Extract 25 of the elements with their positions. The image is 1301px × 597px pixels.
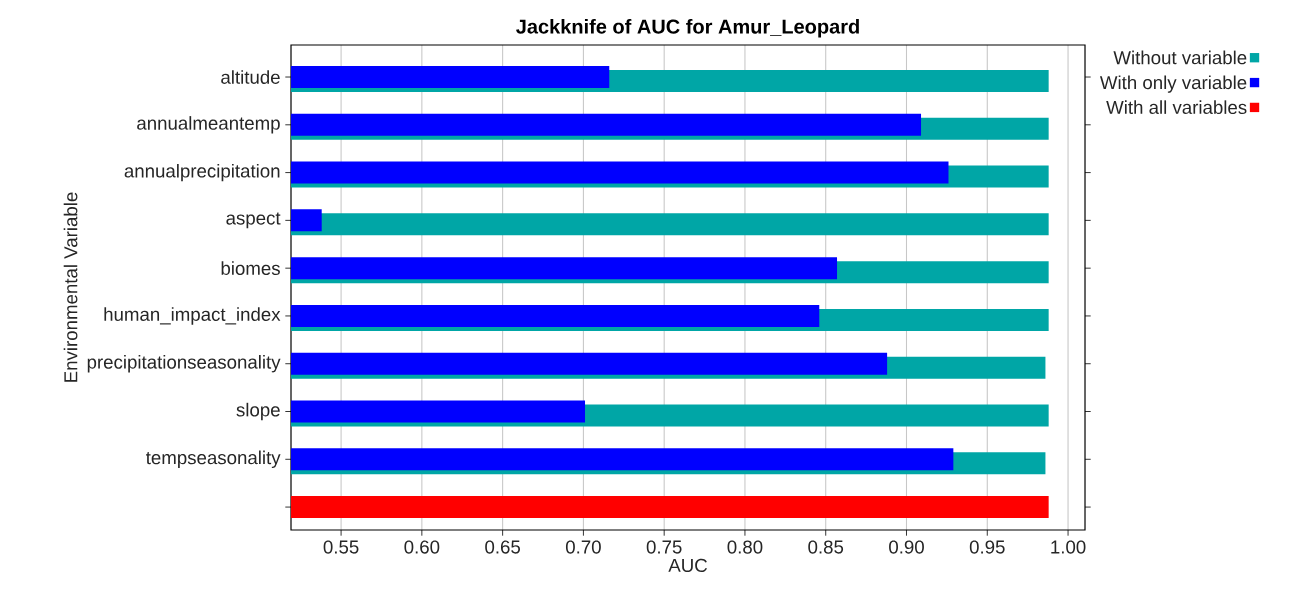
y-tick-label: human_impact_index (104, 307, 281, 325)
x-axis-title: AUC (668, 558, 708, 572)
y-tick-label: altitude (221, 70, 280, 84)
y-tick-label: annualprecipitation (124, 163, 280, 182)
y-axis-title: Environmental Variable (63, 192, 78, 382)
y-tick-label: biomes (221, 261, 280, 276)
x-tick-label: 0.75 (646, 540, 682, 554)
y-tick-label: tempseasonality (146, 450, 281, 468)
chart-title: Jackknife of AUC for Amur_Leopard (516, 18, 859, 38)
y-tick-label: annualmeantemp (137, 116, 280, 134)
x-tick-label: 0.70 (565, 540, 601, 554)
legend-label: With all variables (1106, 100, 1247, 115)
y-tick-label: slope (236, 402, 280, 421)
legend-label: With only variable (1099, 75, 1247, 93)
x-tick-label: 0.80 (727, 540, 763, 554)
x-tick-label: 0.90 (889, 540, 924, 554)
y-tick-label: aspect (226, 212, 281, 229)
legend-label: Without variable (1113, 50, 1247, 65)
x-tick-label: 0.65 (485, 540, 521, 554)
x-tick-label: 0.95 (969, 540, 1005, 554)
x-tick-label: 0.55 (323, 540, 359, 554)
x-tick-label: 0.85 (808, 540, 844, 554)
y-tick-label: precipitationseasonality (87, 355, 281, 373)
x-tick-label: 0.60 (404, 540, 440, 554)
x-tick-label: 1.00 (1051, 540, 1086, 554)
